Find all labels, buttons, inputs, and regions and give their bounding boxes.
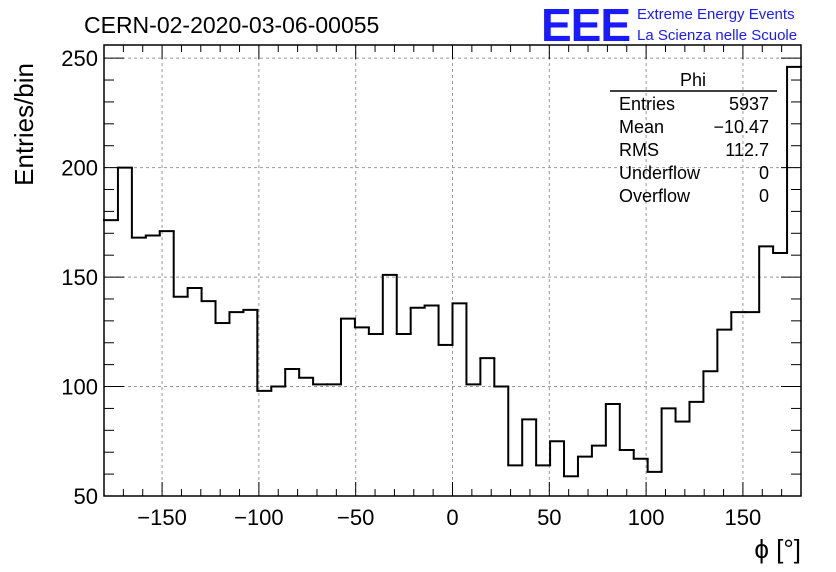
- x-axis-label: ϕ [°]: [754, 534, 801, 564]
- stats-row-label: RMS: [619, 140, 659, 160]
- y-tick-label: 50: [74, 484, 98, 509]
- y-axis-label: Entries/bin: [9, 63, 39, 186]
- eee-logo-line2: La Scienza nelle Scuole: [637, 27, 797, 44]
- x-tick-label: −150: [137, 505, 187, 530]
- stats-row-label: Underflow: [619, 163, 701, 183]
- stats-row-value: 112.7: [725, 140, 769, 160]
- x-tick-label: 100: [628, 505, 665, 530]
- stats-box: Phi Entries 5937 Mean −10.47 RMS 112.7 Underfl…: [610, 70, 777, 206]
- chart-title: CERN-02-2020-03-06-00055: [84, 12, 379, 38]
- x-tick-label: −50: [337, 505, 374, 530]
- y-tick-label: 150: [61, 265, 98, 290]
- eee-logo: EEE Extreme Energy Events La Scienza nel…: [541, 0, 797, 51]
- axes: [103, 44, 802, 497]
- grid: [104, 45, 801, 496]
- stats-row-value: 0: [759, 186, 769, 206]
- x-tick-label: 150: [725, 505, 762, 530]
- histogram-series: [103, 65, 802, 478]
- stats-row-value: −10.47: [713, 117, 769, 137]
- stats-row-value: 0: [759, 163, 769, 183]
- y-tick-label: 100: [61, 375, 98, 400]
- y-tick-label: 250: [61, 46, 98, 71]
- stats-title: Phi: [680, 70, 706, 90]
- stats-row-label: Overflow: [619, 186, 691, 206]
- x-tick-label: 0: [446, 505, 458, 530]
- x-tick-label: −100: [234, 505, 284, 530]
- x-tick-label: 50: [537, 505, 561, 530]
- eee-logo-mark: EEE: [541, 0, 630, 51]
- eee-logo-line1: Extreme Energy Events: [637, 6, 795, 23]
- stats-row-label: Mean: [619, 117, 664, 137]
- stats-row-label: Entries: [619, 94, 675, 114]
- stats-row-value: 5937: [729, 94, 769, 114]
- y-tick-label: 200: [61, 156, 98, 181]
- tick-labels: −150 −100 −50 0 50 100 150 50 100 150 200 250: [61, 46, 761, 530]
